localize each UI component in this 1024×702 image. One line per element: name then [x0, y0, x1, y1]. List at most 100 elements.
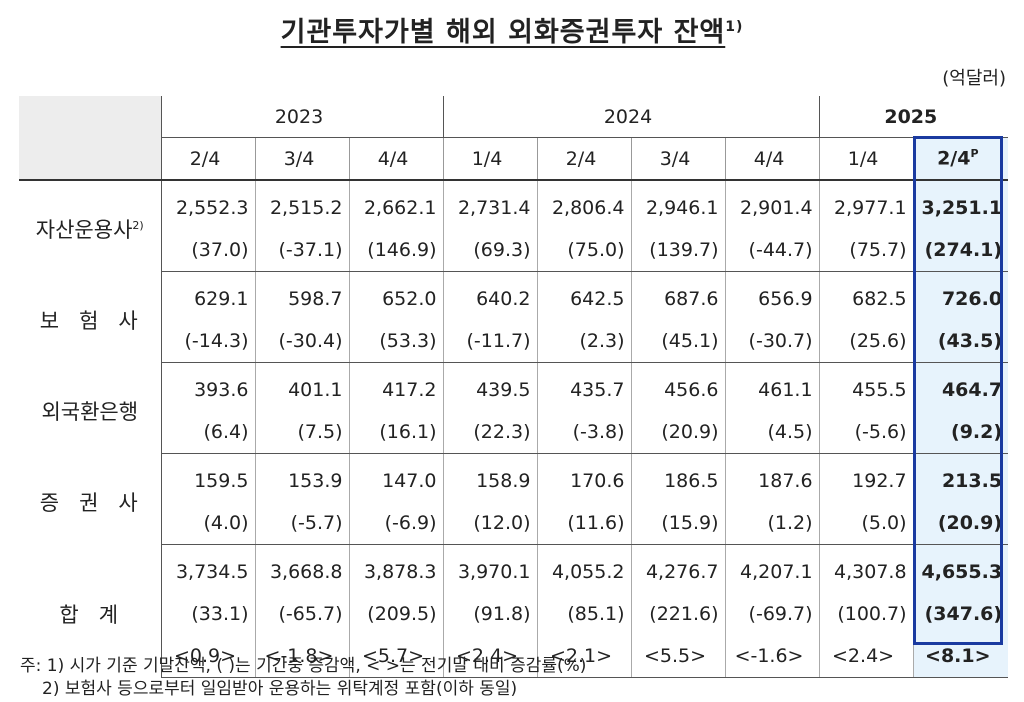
footnote-1: 주: 1) 시가 기준 기말잔액, ( )는 기간중 증감액, < >는 전기말…	[20, 656, 587, 676]
table-cell: (-69.7)	[725, 593, 820, 635]
quarter-header: 2/4	[161, 137, 256, 181]
table-cell: 170.6	[537, 453, 632, 502]
table-cell: 2,977.1	[819, 180, 914, 229]
table-cell: 3,970.1	[443, 544, 538, 593]
table-cell: <2.4>	[443, 635, 538, 678]
table-row: (37.0) (-37.1) (146.9) (69.3) (75.0) (139.7)(…	[19, 229, 1009, 272]
table-cell: 4,276.7	[631, 544, 726, 593]
table-cell: 2,552.3	[161, 180, 256, 229]
table-cell: (91.8)	[443, 593, 538, 635]
table-cell: (15.9)	[631, 502, 726, 545]
table-cell: (146.9)	[349, 229, 444, 272]
table-cell: <5.5>	[631, 635, 726, 678]
table-cell: (5.0)	[819, 502, 914, 545]
table-cell: (347.6)	[913, 593, 1009, 635]
table-cell: (-44.7)	[725, 229, 820, 272]
table-cell: (-6.9)	[349, 502, 444, 545]
row-label: 보험사	[19, 271, 162, 363]
table-cell: (37.0)	[161, 229, 256, 272]
table-cell: (53.3)	[349, 320, 444, 363]
table-cell: 2,806.4	[537, 180, 632, 229]
table-cell: 159.5	[161, 453, 256, 502]
investment-table: 2023 2024 2025 2/4 3/4 4/4 1/4 2/4 3/4 4/4 1/4 2/4P…	[19, 96, 1009, 678]
table-cell: 192.7	[819, 453, 914, 502]
table-cell: 2,946.1	[631, 180, 726, 229]
table-cell: 187.6	[725, 453, 820, 502]
table-cell: 439.5	[443, 362, 538, 411]
table-row: 증권사 159.5 153.9 147.0 158.9 170.6 186.5 187.6 19…	[19, 453, 1009, 545]
year-header-row: 2023 2024 2025	[19, 96, 1009, 181]
table-cell: <2.1>	[537, 635, 632, 678]
table-cell: (209.5)	[349, 593, 444, 635]
table-cell: 417.2	[349, 362, 444, 411]
table-cell: <5.7>	[349, 635, 444, 678]
table-cell: 4,207.1	[725, 544, 820, 593]
table-cell: 158.9	[443, 453, 538, 502]
table-row: 보험사 629.1 598.7 652.0 640.2 642.5 687.6 656.9 68…	[19, 271, 1009, 363]
table-cell: (4.0)	[161, 502, 256, 545]
table-row: 자산운용사2) 2,552.3 2,515.2 2,662.1 2,731.4 2,806…	[19, 180, 1009, 272]
table-cell: (-11.7)	[443, 320, 538, 363]
table-cell: (-30.4)	[255, 320, 350, 363]
table-cell: (100.7)	[819, 593, 914, 635]
table-cell: 464.7	[913, 362, 1009, 411]
table-cell: (25.6)	[819, 320, 914, 363]
table-cell: (4.5)	[725, 411, 820, 454]
quarter-header: 4/4	[725, 137, 820, 181]
table-cell: 4,307.8	[819, 544, 914, 593]
row-label: 외국환은행	[19, 362, 162, 454]
table-cell: 393.6	[161, 362, 256, 411]
table-cell: (-65.7)	[255, 593, 350, 635]
table-cell: 3,878.3	[349, 544, 444, 593]
table-cell: (1.2)	[725, 502, 820, 545]
table-cell: <8.1>	[913, 635, 1009, 678]
table-cell: 4,055.2	[537, 544, 632, 593]
table-cell: (-14.3)	[161, 320, 256, 363]
table-cell: (69.3)	[443, 229, 538, 272]
table-cell: 629.1	[161, 271, 256, 320]
table-cell: 3,251.1	[913, 180, 1009, 229]
table-cell: (20.9)	[913, 502, 1009, 545]
table-cell: (20.9)	[631, 411, 726, 454]
table-cell: <0.9>	[161, 635, 256, 678]
quarter-header: 4/4	[349, 137, 444, 181]
table-cell: (-37.1)	[255, 229, 350, 272]
table-row: 외국환은행 393.6 401.1 417.2 439.5 435.7 456.6 461.1…	[19, 362, 1009, 454]
table-cell: 2,515.2	[255, 180, 350, 229]
table-cell: 455.5	[819, 362, 914, 411]
table-cell: 2,731.4	[443, 180, 538, 229]
table-cell: (7.5)	[255, 411, 350, 454]
table-cell: 4,655.3	[913, 544, 1009, 593]
table-cell: (43.5)	[913, 320, 1009, 363]
table-cell: 3,734.5	[161, 544, 256, 593]
quarter-header: 3/4	[255, 137, 350, 181]
table-cell: 687.6	[631, 271, 726, 320]
table-cell: (-30.7)	[725, 320, 820, 363]
table-cell: (-5.6)	[819, 411, 914, 454]
quarter-header: 2/4P	[913, 137, 1009, 181]
year-header: 2023	[161, 96, 444, 138]
table-cell: 652.0	[349, 271, 444, 320]
page-title: 기관투자가별 해외 외화증권투자 잔액1)	[280, 17, 744, 48]
table-cell: 456.6	[631, 362, 726, 411]
table-cell: 213.5	[913, 453, 1009, 502]
table-cell: (75.7)	[819, 229, 914, 272]
table-cell: (6.4)	[161, 411, 256, 454]
quarter-header: 3/4	[631, 137, 726, 181]
table-cell: (12.0)	[443, 502, 538, 545]
quarter-header: 1/4	[443, 137, 538, 181]
table-cell: 461.1	[725, 362, 820, 411]
year-header: 2024	[443, 96, 820, 138]
table-cell: (85.1)	[537, 593, 632, 635]
corner-cell	[19, 96, 162, 181]
table-cell: 640.2	[443, 271, 538, 320]
row-label: 자산운용사2)	[19, 180, 162, 272]
row-label: 합계	[19, 544, 162, 678]
table-row: (6.4) (7.5) (16.1) (22.3) (-3.8) (20.9) (4.5)(…	[19, 411, 1009, 454]
year-header: 2025	[819, 96, 1009, 138]
table-cell: 186.5	[631, 453, 726, 502]
table-cell: 726.0	[913, 271, 1009, 320]
table-cell: 642.5	[537, 271, 632, 320]
table-cell: (75.0)	[537, 229, 632, 272]
table-cell: 2,901.4	[725, 180, 820, 229]
